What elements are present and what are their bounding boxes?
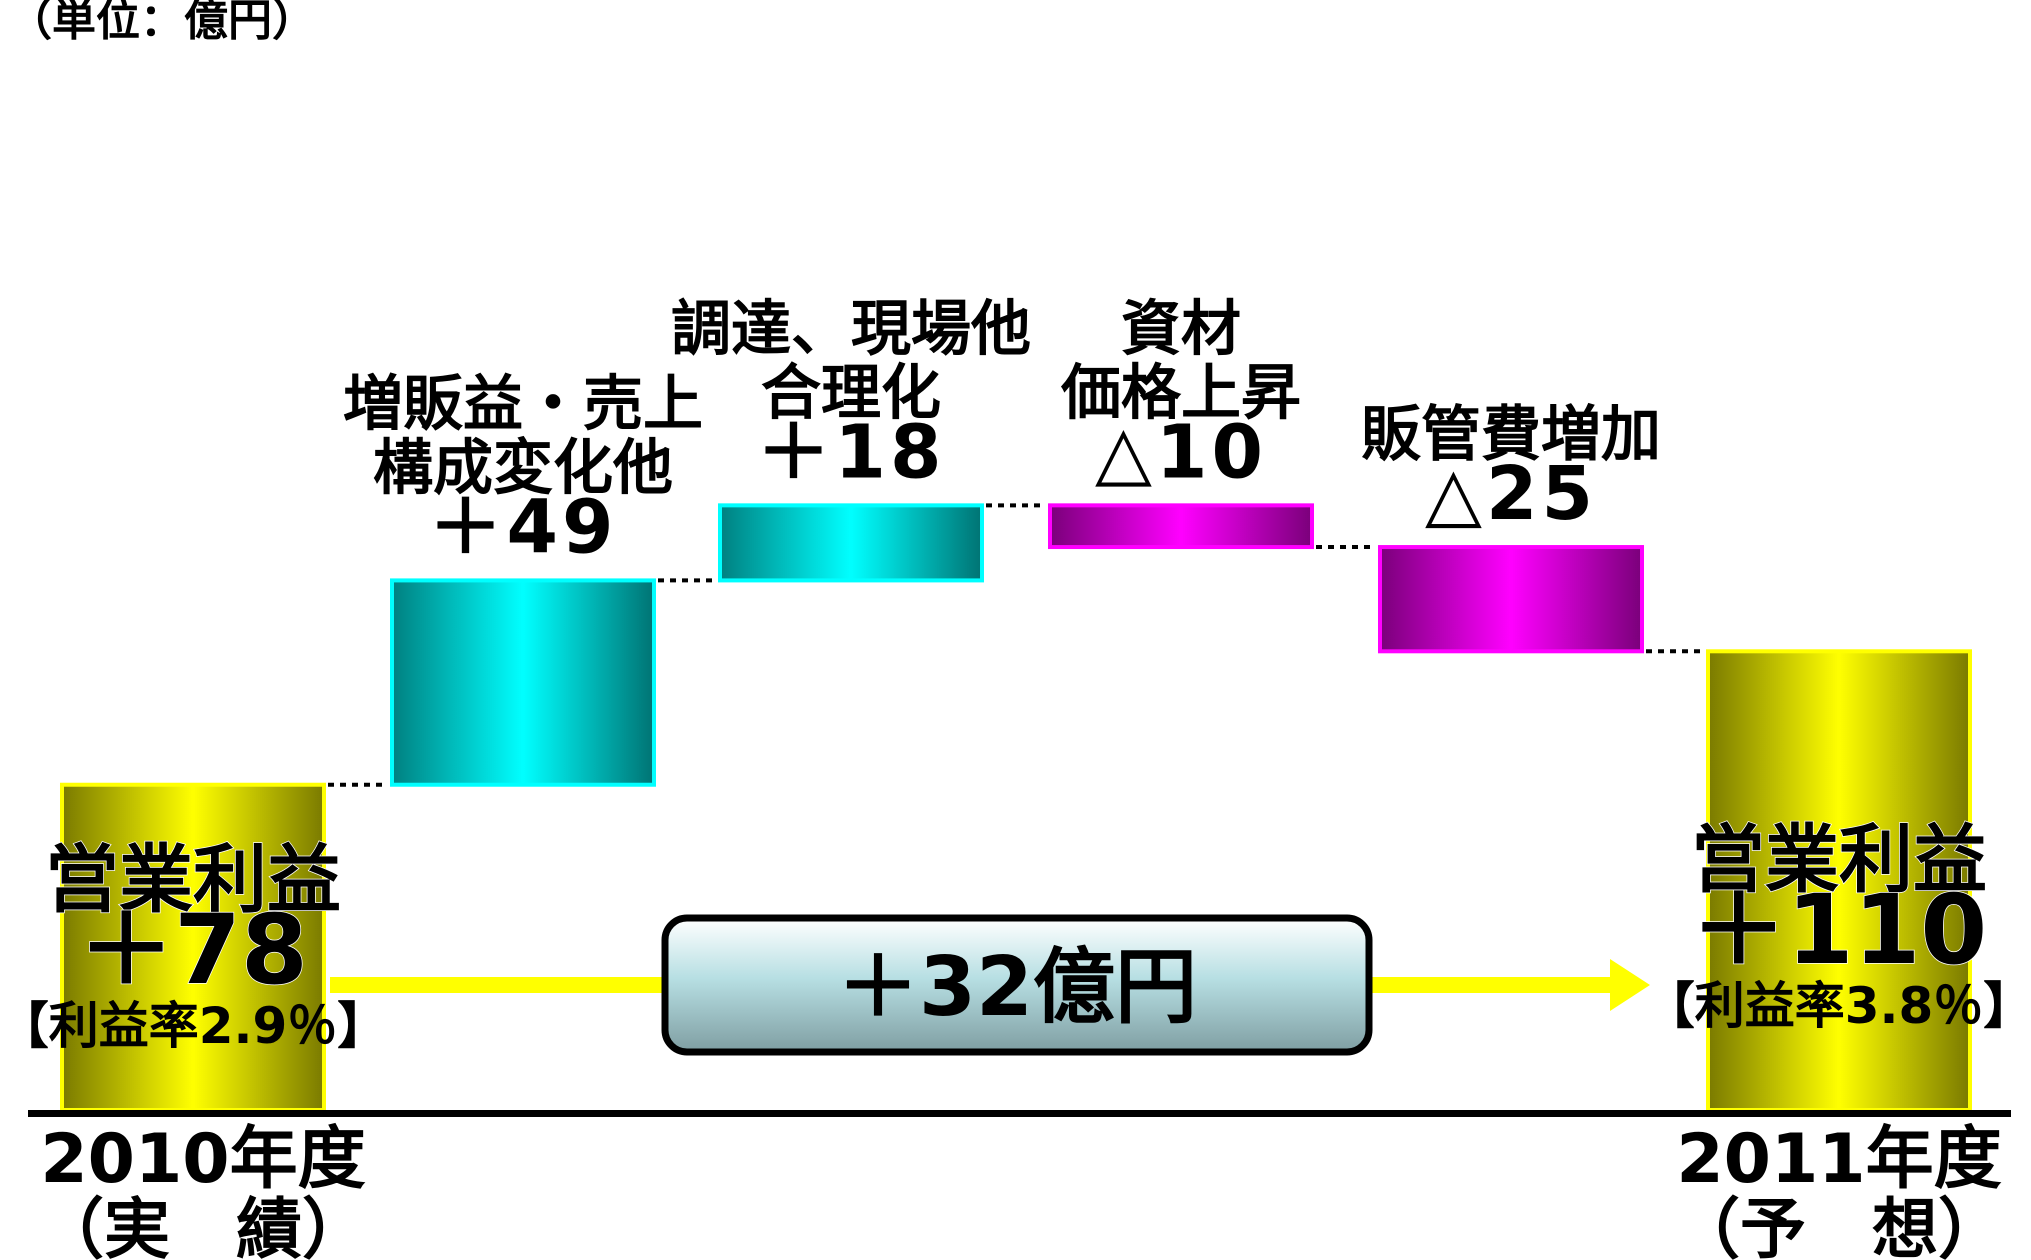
unit-label: （単位：億円） [8, 0, 316, 46]
bar-label-4: △10 [1095, 409, 1267, 495]
total-value-1: ＋78 [78, 894, 308, 1006]
summary-arrow: ＋32億円 [330, 914, 1650, 1056]
bars-layer [60, 503, 1972, 1112]
summary-box [661, 914, 1373, 1056]
bar-6 [1706, 649, 1972, 1112]
bar-4 [1048, 503, 1314, 550]
bar-label-4: 価格上昇 [1060, 358, 1301, 428]
bar-label-3: ＋18 [757, 409, 946, 495]
total-title-6: 営業利益 [1691, 817, 1987, 903]
total-sub-6: 【利益率3.8％】 [1645, 977, 2031, 1035]
baseline [28, 1110, 2011, 1117]
bar-label-3: 合理化 [761, 358, 941, 428]
bar-5 [1378, 545, 1644, 654]
arrow-head [1610, 959, 1650, 1011]
summary-label: ＋32億円 [837, 940, 1197, 1035]
labels-layer: 営業利益＋78【利益率2.9％】2010年度（実 績）増販益・売上構成変化他＋4… [0, 294, 2031, 1260]
axis-label-1: 2010年度 [40, 1120, 365, 1199]
bar-label-2: ＋49 [429, 484, 618, 570]
axis-label-6: 2011年度 [1676, 1120, 2001, 1199]
bar-label-2: 構成変化他 [373, 433, 673, 503]
axis-sublabel-1: （実 績） [38, 1191, 368, 1260]
total-sub-1: 【利益率2.9％】 [0, 997, 387, 1055]
bar-label-3: 調達、現場他 [671, 294, 1031, 364]
bar-label-4: 資材 [1121, 294, 1241, 364]
connectors-layer [328, 503, 1704, 787]
bar-3 [718, 503, 984, 583]
bar-label-2: 増販益・売上 [343, 369, 703, 439]
bar-1 [60, 782, 326, 1112]
bar-label-5: △25 [1425, 451, 1597, 537]
axis-sublabel-6: （予 想） [1674, 1191, 2004, 1260]
bar-2 [390, 578, 656, 787]
bar-label-5: 販管費増加 [1361, 400, 1661, 470]
total-value-6: ＋110 [1691, 874, 1987, 986]
total-title-1: 営業利益 [45, 837, 341, 923]
